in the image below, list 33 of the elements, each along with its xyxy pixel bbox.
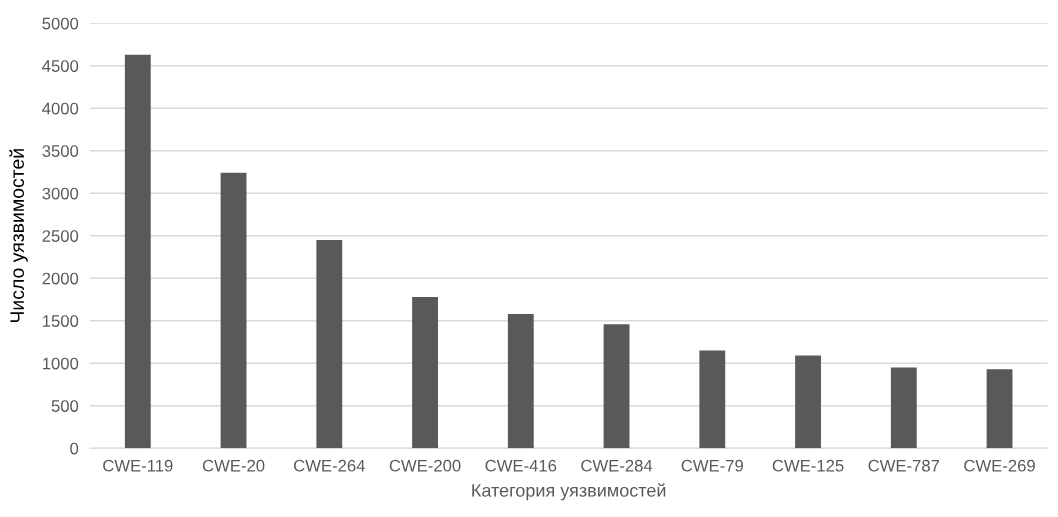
y-tick-label: 1000 xyxy=(43,357,79,370)
y-tick-label: 0 xyxy=(70,442,79,455)
y-tick-label: 5000 xyxy=(42,17,79,30)
bar xyxy=(795,355,821,449)
bar xyxy=(220,172,247,449)
y-tick-label: 3500 xyxy=(42,145,79,157)
y-axis-title: Число уязвимостей xyxy=(9,149,28,323)
x-tick-label: CWE-284 xyxy=(581,459,653,472)
y-tick-label: 2000 xyxy=(42,272,79,285)
x-tick-label: CWE-125 xyxy=(772,459,844,472)
bar xyxy=(890,367,917,449)
x-tick-label: CWE-79 xyxy=(681,459,743,472)
x-tick-label: CWE-787 xyxy=(868,459,940,472)
x-tick-label: CWE-264 xyxy=(294,459,365,472)
y-tick-label: 1500 xyxy=(43,315,79,327)
x-tick-label: CWE-269 xyxy=(964,459,1035,472)
bar xyxy=(412,296,438,449)
y-tick-label: 3000 xyxy=(42,187,79,200)
y-tick-label: 4000 xyxy=(42,102,79,115)
bar xyxy=(699,350,726,449)
bar xyxy=(986,369,1013,449)
x-tick-label: CWE-416 xyxy=(485,459,557,472)
bar xyxy=(507,313,534,449)
x-tick-label: CWE-200 xyxy=(389,459,461,472)
bar xyxy=(124,54,151,449)
bar xyxy=(603,324,630,449)
y-tick-label: 4500 xyxy=(42,60,79,72)
x-tick-label: CWE-119 xyxy=(103,459,173,472)
x-tick-label: CWE-20 xyxy=(202,459,265,472)
x-axis-title: Категория уязвимостей xyxy=(472,483,666,501)
y-tick-label: 2500 xyxy=(42,230,79,242)
y-tick-label: 500 xyxy=(51,400,79,412)
bar xyxy=(316,240,343,449)
